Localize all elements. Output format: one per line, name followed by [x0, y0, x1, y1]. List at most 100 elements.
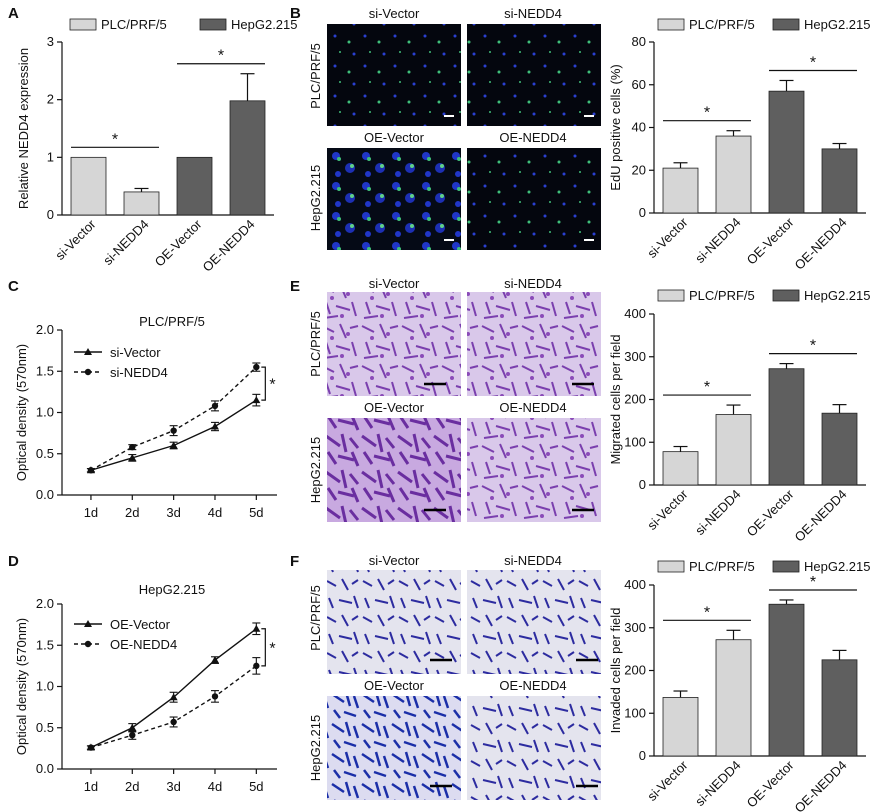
panel-letter-b: B: [290, 5, 301, 22]
data-point: [128, 453, 137, 461]
micrograph-e-4: [467, 418, 601, 522]
y-tick-label: 0.5: [36, 720, 54, 735]
bar: [229, 100, 266, 216]
data-point: [253, 662, 260, 670]
y-tick-label: 1.5: [36, 637, 54, 652]
micrograph-b-3: [327, 148, 461, 250]
data-point: [129, 731, 136, 739]
y-tick-label: 0.0: [36, 487, 54, 502]
y-axis-label: Optical density (570nm): [14, 618, 29, 755]
micro-b-row1: PLC/PRF/5: [308, 43, 323, 109]
significance-star: *: [810, 338, 816, 355]
micro-f-row1: PLC/PRF/5: [308, 585, 323, 651]
data-point: [253, 363, 260, 371]
y-tick-label: 200: [624, 663, 646, 678]
legend-label: PLC/PRF/5: [689, 17, 755, 32]
legend-swatch: [69, 18, 97, 31]
x-tick-label: 4d: [208, 505, 222, 520]
significance-star: *: [704, 105, 710, 122]
micrograph-b-4: [467, 148, 601, 250]
micro-b-col1: si-Vector: [369, 6, 420, 21]
y-tick-label: 1.0: [36, 679, 54, 694]
y-tick-label: 100: [624, 705, 646, 720]
x-tick-label: si-Vector: [644, 486, 691, 533]
legend-marker: [84, 348, 92, 355]
y-tick-label: 400: [624, 306, 646, 321]
series-line: [90, 366, 257, 471]
legend-label: si-NEDD4: [110, 365, 168, 380]
micro-e-row2: HepG2.215: [308, 437, 323, 504]
legend-swatch: [772, 289, 800, 302]
y-tick-label: 80: [632, 34, 646, 49]
y-tick-label: 300: [624, 620, 646, 635]
data-point: [252, 624, 261, 632]
y-axis-label: Relative NEDD4 expression: [16, 48, 31, 209]
micro-e-row1: PLC/PRF/5: [308, 311, 323, 377]
legend-label: OE-NEDD4: [110, 637, 177, 652]
y-tick-label: 0: [639, 748, 646, 763]
y-tick-label: 2.0: [36, 322, 54, 337]
legend-label: PLC/PRF/5: [689, 559, 755, 574]
x-tick-label: 5d: [249, 779, 263, 794]
legend-swatch: [772, 560, 800, 573]
bar: [662, 697, 699, 757]
data-point: [211, 402, 219, 410]
legend-label: PLC/PRF/5: [101, 17, 167, 32]
micro-b-col2: si-NEDD4: [504, 6, 562, 21]
significance-star: *: [218, 48, 224, 65]
micrograph-e-3: [327, 418, 461, 522]
y-tick-label: 20: [632, 162, 646, 177]
y-tick-label: 0: [639, 477, 646, 492]
x-tick-label: si-Vector: [52, 216, 99, 263]
x-tick-label: 3d: [166, 505, 180, 520]
data-point: [210, 656, 219, 664]
panel-letter-a: A: [8, 5, 19, 22]
bar: [715, 414, 752, 486]
x-tick-label: OE-NEDD4: [792, 215, 850, 273]
micro-e-col2: si-NEDD4: [504, 276, 562, 291]
x-tick-label: OE-NEDD4: [200, 217, 258, 275]
y-axis-label: Invaded cells per field: [608, 608, 623, 734]
micrograph-f-1: [327, 570, 461, 674]
x-tick-label: 1d: [84, 505, 98, 520]
bar: [715, 639, 752, 757]
bar: [662, 167, 699, 214]
x-tick-label: OE-Vector: [744, 757, 797, 810]
significance-star: *: [810, 54, 816, 71]
chart-c-title: PLC/PRF/5: [139, 314, 205, 329]
micrograph-f-2: [467, 570, 601, 674]
x-tick-label: si-NEDD4: [692, 758, 743, 809]
x-tick-label: si-Vector: [644, 214, 691, 261]
bar: [768, 603, 805, 757]
legend-marker: [84, 368, 92, 376]
legend-marker: [84, 640, 92, 648]
micro-f-col3: OE-Vector: [364, 678, 425, 693]
x-tick-label: 5d: [249, 505, 263, 520]
legend-marker: [84, 620, 92, 627]
x-tick-label: OE-NEDD4: [792, 758, 850, 812]
y-tick-label: 300: [624, 349, 646, 364]
legend-label: HepG2.215: [804, 17, 871, 32]
legend-label: HepG2.215: [231, 17, 298, 32]
x-tick-label: 2d: [125, 505, 139, 520]
y-axis-label: Optical density (570nm): [14, 344, 29, 481]
data-point: [128, 723, 137, 731]
micrograph-grid-f: si-Vector si-NEDD4 OE-Vector OE-NEDD4 PL…: [308, 553, 601, 800]
panel-letter-f: F: [290, 553, 299, 570]
data-point: [211, 693, 219, 700]
x-tick-label: si-NEDD4: [692, 487, 743, 538]
significance-star: *: [269, 640, 275, 657]
legend-label: PLC/PRF/5: [689, 288, 755, 303]
bar: [821, 412, 858, 486]
x-tick-label: OE-Vector: [744, 486, 797, 539]
bar: [821, 148, 858, 214]
significance-star: *: [112, 131, 118, 148]
micrograph-grid-e: si-Vector si-NEDD4 OE-Vector OE-NEDD4 PL…: [308, 276, 601, 522]
x-tick-label: 1d: [84, 779, 98, 794]
micrograph-grid-b: si-Vector si-NEDD4 OE-Vector OE-NEDD4 PL…: [308, 6, 601, 250]
x-tick-label: 2d: [125, 779, 139, 794]
y-tick-label: 1.5: [36, 363, 54, 378]
micrograph-e-2: [467, 292, 601, 396]
